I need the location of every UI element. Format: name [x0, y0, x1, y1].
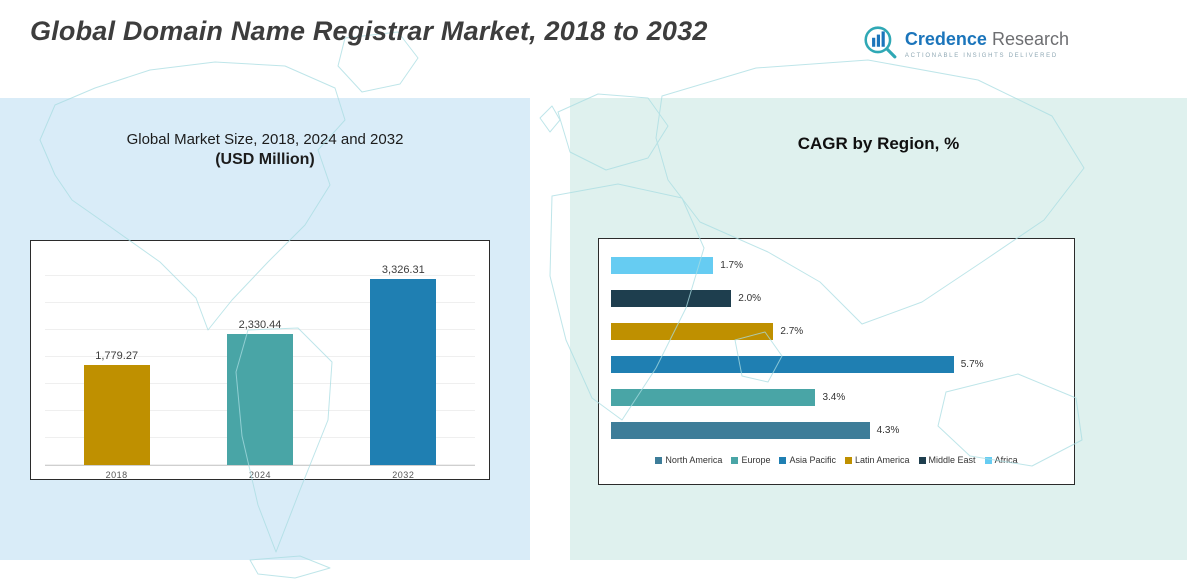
bar-value-label: 3,326.31 — [381, 264, 425, 276]
cagr-row-africa: 1.7% — [611, 257, 1062, 274]
legend-swatch-europe — [731, 456, 739, 464]
cagr-chart-title: CAGR by Region, % — [797, 134, 960, 153]
cagr-panel: CAGR by Region, % 1.7% 2.0% 2.7% 5.7% 3.4% 4.… — [570, 98, 1187, 560]
legend-item-middle-east: Middle East — [918, 455, 976, 465]
logo-chart-magnifier-icon — [862, 24, 898, 65]
market-size-bars: 1,779.27 2018 2,330.44 2024 3,326.31 2032 — [45, 249, 475, 480]
cagr-bar-middle-east — [611, 290, 732, 307]
bar-category-label: 2024 — [248, 470, 271, 480]
bar-group-2018: 1,779.27 2018 — [45, 249, 189, 480]
cagr-row-north-america: 4.3% — [611, 422, 1062, 439]
cagr-value-label: 3.4% — [822, 392, 846, 403]
legend-swatch-north-america — [655, 456, 663, 464]
credence-research-logo: Credence Research Actionable Insights De… — [862, 24, 1069, 65]
legend-swatch-asia-pacific — [779, 456, 787, 464]
logo-tagline: Actionable Insights Delivered — [904, 53, 1058, 59]
logo-brand-primary: Credence — [904, 29, 987, 49]
legend-label-latin-america: Latin America — [855, 455, 910, 465]
legend-item-north-america: North America — [655, 455, 722, 465]
bar-2024 — [226, 334, 293, 465]
cagr-legend: North America Europe Asia Pacific Latin Ame… — [611, 455, 1062, 465]
market-size-bar-chart: 1,779.27 2018 2,330.44 2024 3,326.31 2032 — [30, 240, 490, 480]
market-size-chart-title: Global Market Size, 2018, 2024 and 2032 … — [0, 131, 530, 169]
bar-2032 — [370, 279, 437, 465]
cagr-bar-europe — [611, 389, 816, 406]
cagr-bar-chart: 1.7% 2.0% 2.7% 5.7% 3.4% 4.3% North America Eu… — [598, 238, 1075, 485]
cagr-bars: 1.7% 2.0% 2.7% 5.7% 3.4% 4.3% — [611, 257, 1062, 439]
bar-group-2032: 3,326.31 2032 — [331, 249, 475, 480]
bar-value-label: 2,330.44 — [238, 319, 282, 331]
page-title: Global Domain Name Registrar Market, 201… — [30, 16, 708, 46]
cagr-row-europe: 3.4% — [611, 389, 1062, 406]
logo-brand: Credence Research — [905, 29, 1069, 49]
legend-label-north-america: North America — [665, 455, 723, 465]
cagr-bar-latin-america — [611, 323, 774, 340]
cagr-row-latin-america: 2.7% — [611, 323, 1062, 340]
legend-label-asia-pacific: Asia Pacific — [789, 455, 836, 465]
cagr-bar-north-america — [611, 422, 870, 439]
cagr-bar-asia-pacific — [611, 356, 954, 373]
market-size-title-line2: (USD Million) — [215, 151, 315, 168]
cagr-value-label: 1.7% — [720, 260, 744, 271]
bar-stack: 1,779.27 — [45, 249, 189, 466]
legend-label-middle-east: Middle East — [928, 455, 976, 465]
legend-swatch-middle-east — [918, 456, 926, 464]
bar-stack: 3,326.31 — [331, 249, 475, 466]
cagr-value-label: 2.7% — [780, 326, 804, 337]
legend-label-africa: Africa — [994, 455, 1018, 465]
legend-swatch-latin-america — [845, 456, 852, 464]
legend-label-europe: Europe — [741, 455, 771, 465]
legend-item-africa: Africa — [984, 455, 1018, 465]
cagr-bar-africa — [611, 257, 714, 274]
market-size-panel: Global Market Size, 2018, 2024 and 2032 … — [0, 98, 530, 560]
legend-item-latin-america: Latin America — [845, 455, 910, 465]
cagr-value-label: 4.3% — [876, 425, 900, 436]
logo-text: Credence Research Actionable Insights De… — [905, 30, 1069, 59]
legend-swatch-africa — [984, 456, 992, 464]
bar-2018 — [83, 365, 150, 465]
cagr-value-label: 2.0% — [738, 293, 762, 304]
legend-item-asia-pacific: Asia Pacific — [779, 455, 836, 465]
bar-category-label: 2032 — [392, 470, 415, 480]
logo-brand-secondary: Research — [991, 29, 1069, 49]
bar-group-2024: 2,330.44 2024 — [188, 249, 332, 480]
bar-value-label: 1,779.27 — [95, 350, 139, 362]
market-size-title-line1: Global Market Size, 2018, 2024 and 2032 — [126, 131, 404, 148]
legend-item-europe: Europe — [731, 455, 770, 465]
bar-stack: 2,330.44 — [188, 249, 332, 466]
cagr-value-label: 5.7% — [960, 359, 984, 370]
cagr-row-asia-pacific: 5.7% — [611, 356, 1062, 373]
cagr-row-middle-east: 2.0% — [611, 290, 1062, 307]
bar-category-label: 2018 — [105, 470, 128, 480]
